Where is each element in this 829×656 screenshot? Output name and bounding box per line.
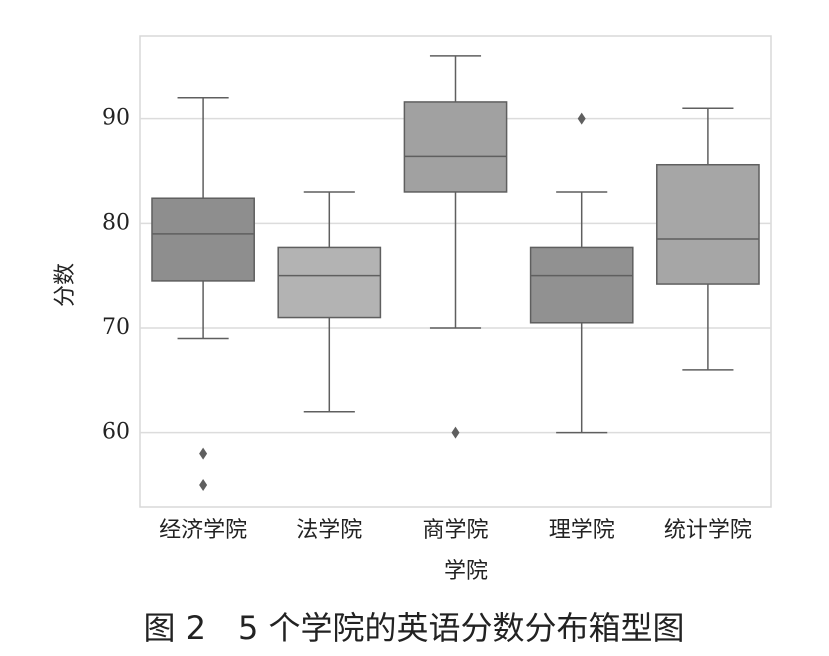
box: [529, 246, 634, 324]
x-tick-label: 法学院: [296, 518, 362, 543]
outlier: [199, 479, 208, 492]
x-tick-label: 理学院: [549, 518, 615, 543]
caption: 图 2 5 个学院的英语分数分布箱型图: [143, 609, 684, 647]
x-tick-label: 经济学院: [159, 518, 247, 543]
plot-frame: [139, 35, 772, 508]
box: [403, 101, 508, 193]
y-tick-label: 70: [102, 315, 130, 340]
y-tick-label: 90: [102, 106, 130, 131]
y-tick-label: 60: [102, 420, 130, 445]
x-axis-label: 学院: [444, 559, 488, 584]
y-tick-label: 80: [102, 210, 130, 235]
outlier: [199, 447, 208, 460]
x-tick-label: 商学院: [422, 518, 488, 543]
y-axis-label: 分数: [53, 263, 78, 307]
outlier: [451, 426, 460, 439]
outlier: [577, 112, 586, 125]
x-tick-label: 统计学院: [664, 518, 752, 543]
box: [656, 163, 760, 285]
box: [151, 197, 255, 282]
box: [277, 246, 382, 319]
